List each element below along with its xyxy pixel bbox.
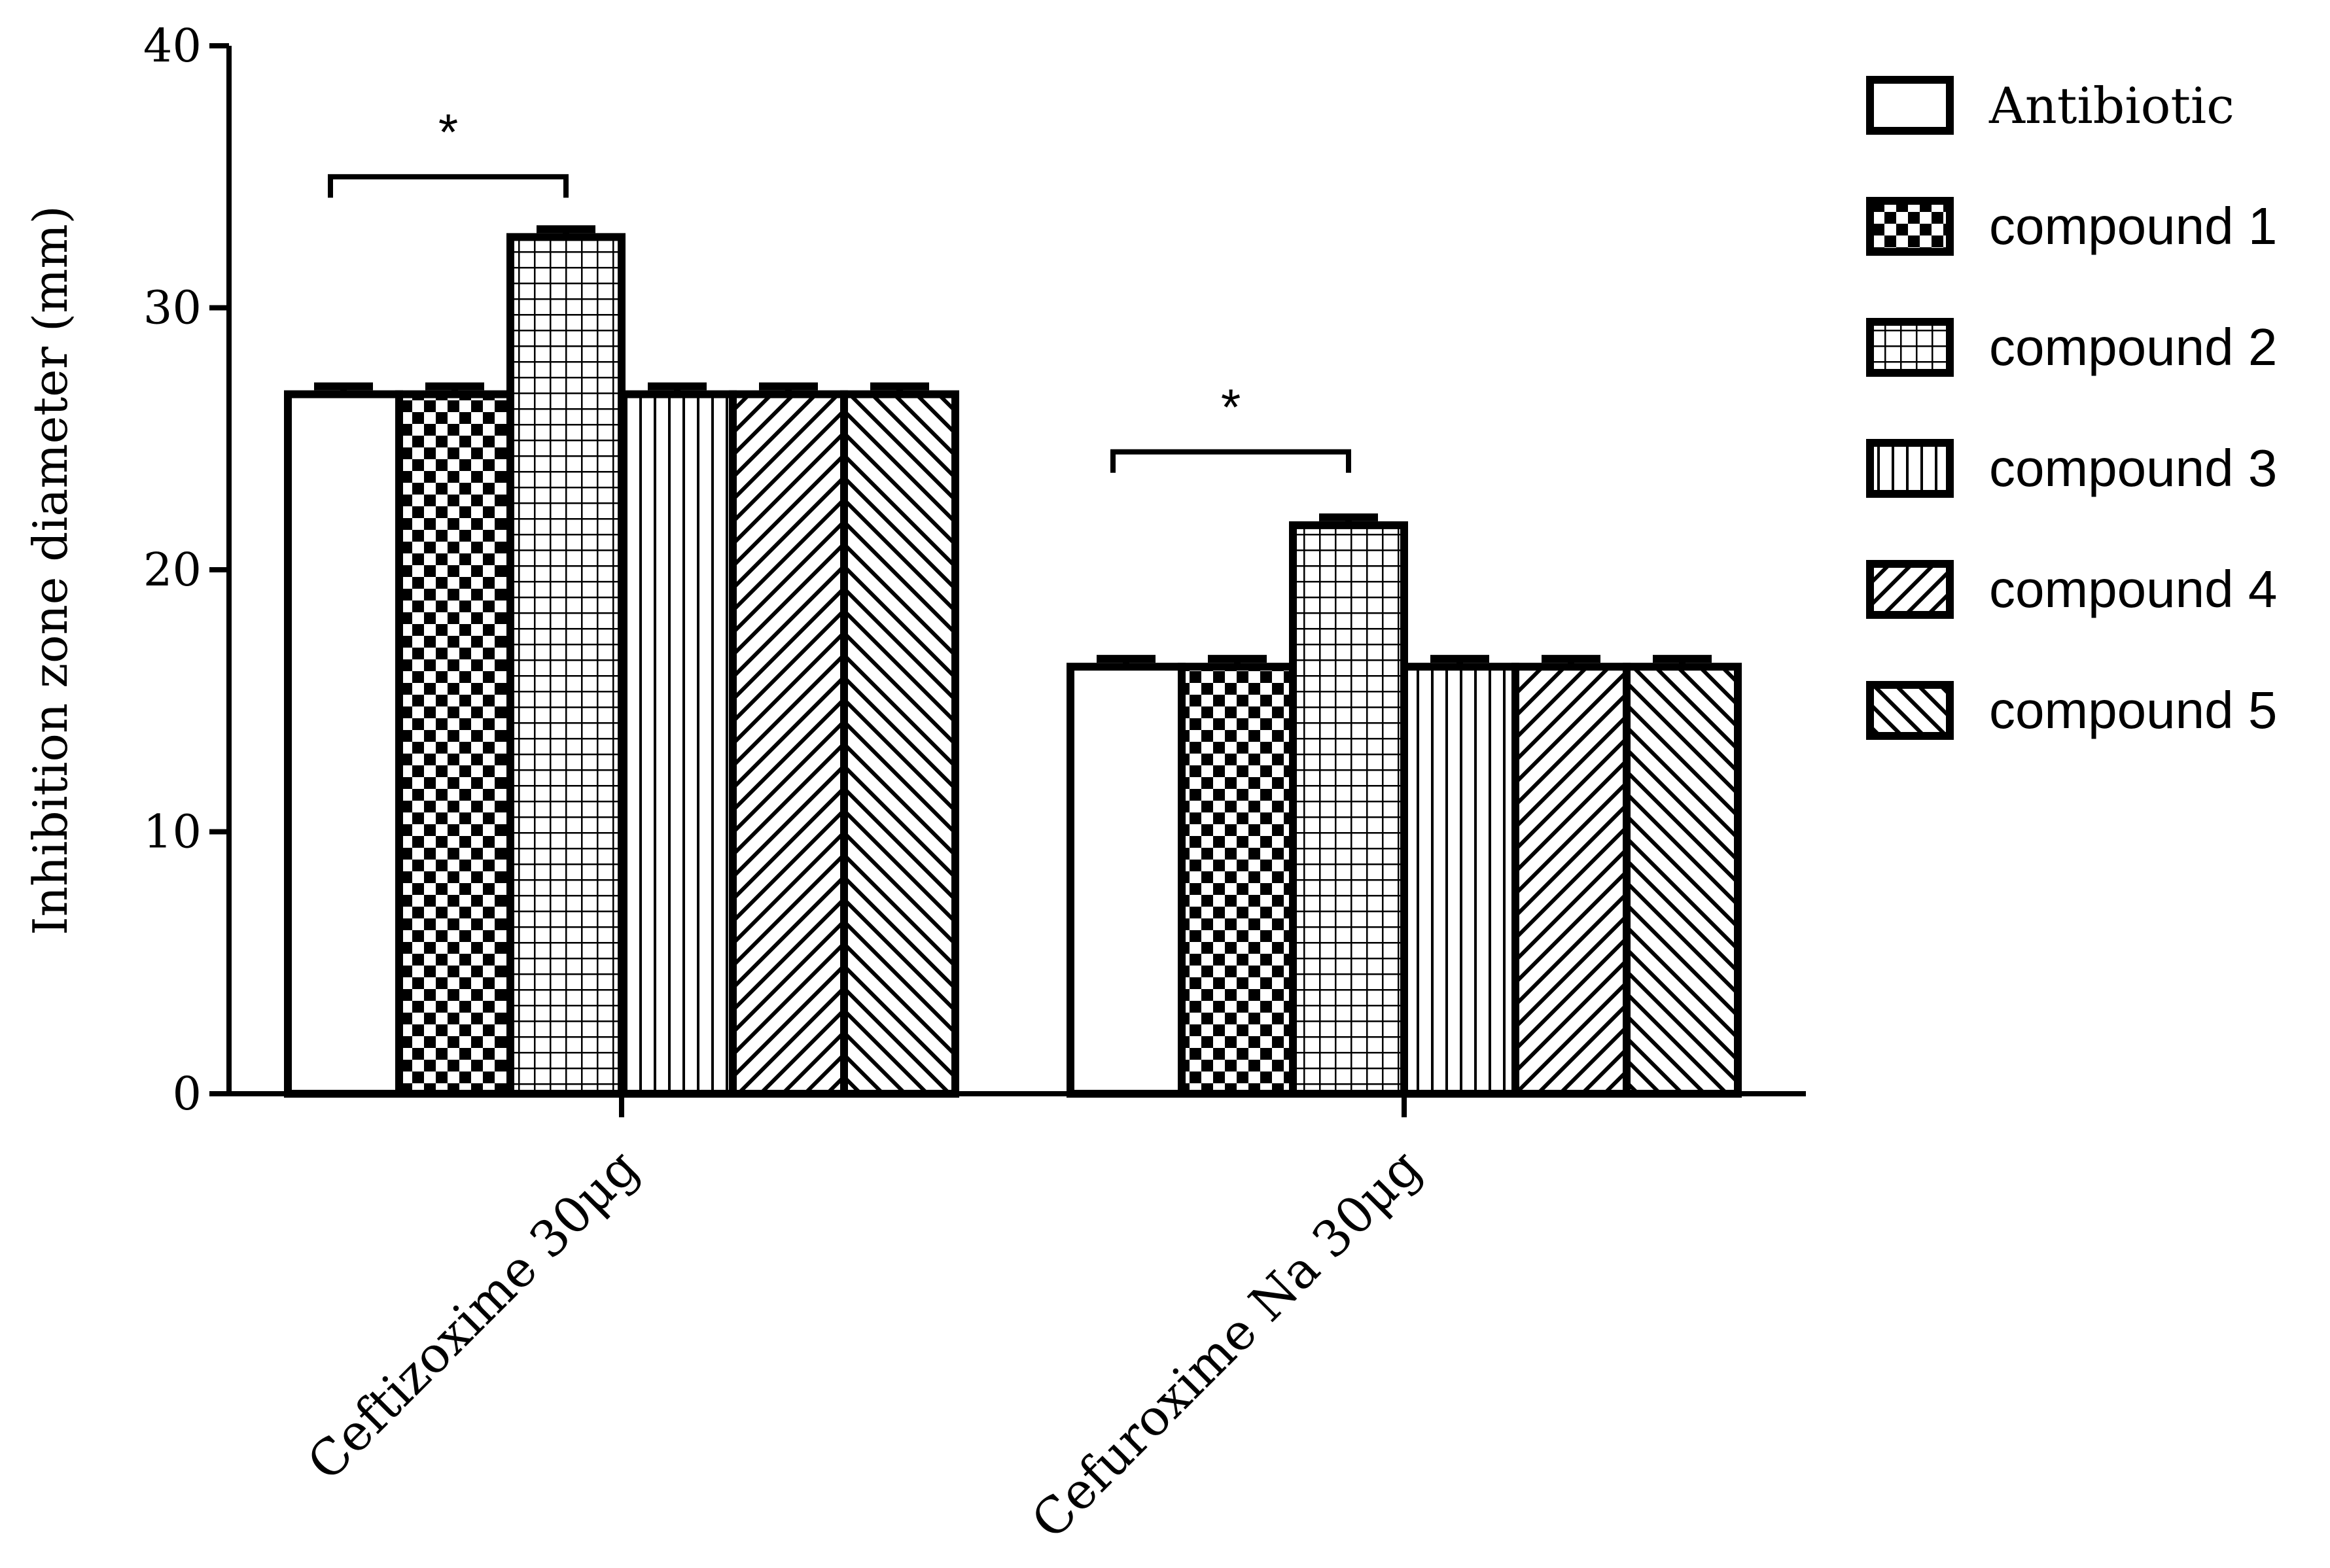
legend-swatch [1866, 318, 1954, 377]
bar-compound-5 [1623, 663, 1742, 1098]
bar-antibiotic [1067, 663, 1186, 1098]
legend-label: compound 3 [1989, 439, 2277, 497]
significance-star: * [438, 103, 458, 160]
bar-compound-3 [618, 390, 737, 1098]
legend-swatch [1866, 197, 1954, 256]
legend-label: compound 1 [1989, 197, 2277, 255]
legend-swatch [1866, 76, 1954, 135]
significance-star: * [1221, 378, 1241, 436]
bar-compound-1 [395, 390, 514, 1098]
y-tick-label: 10 [143, 805, 202, 859]
bars [284, 225, 1742, 1098]
significance-bracket [328, 174, 569, 198]
x-tick-label: Cefuroxime Na 30μg [1020, 1138, 1432, 1550]
bar-antibiotic [284, 390, 403, 1098]
bar-compound-2 [506, 233, 626, 1098]
y-tick-label: 20 [143, 543, 202, 597]
y-tick-label: 40 [143, 19, 202, 73]
x-axis-ticks: Ceftizoxime 30μg Cefuroxime Na 30μg [296, 1094, 1432, 1550]
legend: Antibiotic compound 1 compound 2 compound 3… [1866, 76, 2277, 740]
bar-compound-4 [729, 390, 848, 1098]
legend-label: compound 2 [1989, 318, 2277, 376]
significance-bracket [1110, 449, 1351, 473]
y-axis-title: Inhibition zone diameter (mm) [23, 205, 78, 935]
bar-compound-1 [1178, 663, 1297, 1098]
y-tick-label: 30 [143, 281, 202, 335]
legend-label: Antibiotic [1988, 77, 2234, 135]
y-axis-ticks: 0 10 20 30 40 [143, 19, 229, 1121]
legend-swatch [1866, 681, 1954, 740]
y-tick-label: 0 [172, 1067, 202, 1121]
bar-compound-4 [1511, 663, 1631, 1098]
legend-label: compound 5 [1989, 681, 2277, 739]
x-tick-label: Ceftizoxime 30μg [296, 1138, 649, 1491]
legend-label: compound 4 [1989, 560, 2277, 618]
bar-compound-2 [1289, 521, 1408, 1098]
significance-annotations: ** [328, 103, 1351, 473]
legend-swatch [1866, 560, 1954, 619]
legend-swatch [1866, 439, 1954, 498]
bar-compound-5 [840, 390, 959, 1098]
bar-compound-3 [1400, 663, 1519, 1098]
